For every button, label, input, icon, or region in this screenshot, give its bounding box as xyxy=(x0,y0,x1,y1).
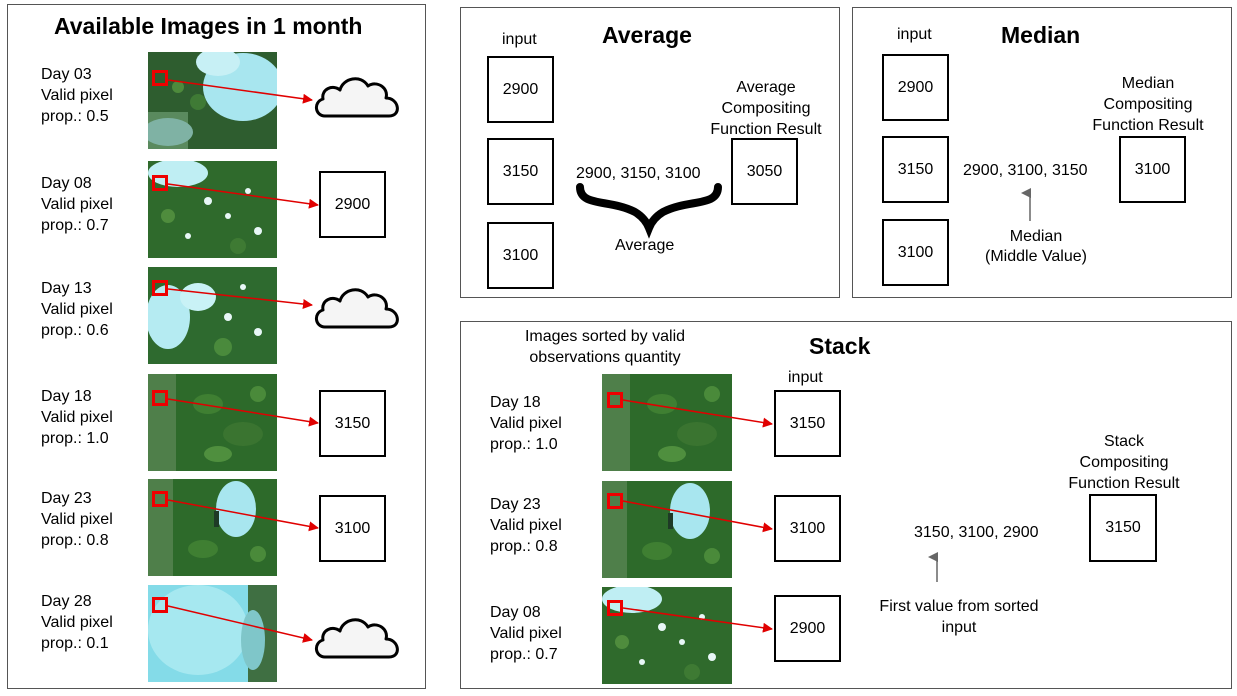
stack-result-box: 3150 xyxy=(1089,494,1157,562)
stack-result-label-1: Stack xyxy=(1103,433,1144,450)
average-result-label-1: Average xyxy=(736,79,796,96)
median-input-box-1: 2900 xyxy=(882,54,949,121)
average-title: Average xyxy=(602,22,692,48)
average-result-box: 3050 xyxy=(731,138,798,205)
sample-pixel-marker xyxy=(152,597,168,613)
day-label: Day 23 xyxy=(41,490,92,507)
sample-pixel-marker xyxy=(152,390,168,406)
median-result-label-1: Median xyxy=(1121,75,1175,92)
stack-first-note-2: input xyxy=(941,619,977,636)
stack-input-box-1: 3150 xyxy=(774,390,841,457)
average-input-box-1: 2900 xyxy=(487,56,554,123)
median-operation-label-1: Median xyxy=(1009,228,1063,245)
valid-pixel-label: Valid pixel xyxy=(41,614,113,631)
day-label: Day 03 xyxy=(41,66,92,83)
stack-sorted-note-2: observations quantity xyxy=(529,349,681,366)
stack-values-text: 3150, 3100, 2900 xyxy=(914,524,1039,541)
median-operation-label-2: (Middle Value) xyxy=(985,248,1087,265)
day-label: Day 23 xyxy=(490,496,541,513)
valid-pixel-label: Valid pixel xyxy=(41,87,113,104)
median-result-box: 3100 xyxy=(1119,136,1186,203)
sample-pixel-marker xyxy=(607,392,623,408)
left-value-box-day23: 3100 xyxy=(319,495,386,562)
prop-label: prop.: 1.0 xyxy=(490,436,558,453)
median-result-label-3: Function Result xyxy=(1092,117,1204,134)
prop-label: prop.: 0.8 xyxy=(41,532,109,549)
average-input-box-3: 3100 xyxy=(487,222,554,289)
valid-pixel-label: Valid pixel xyxy=(490,625,562,642)
sample-pixel-marker xyxy=(607,600,623,616)
valid-pixel-label: Valid pixel xyxy=(490,415,562,432)
stack-result-label-3: Function Result xyxy=(1068,475,1180,492)
sample-pixel-marker xyxy=(152,175,168,191)
day-label: Day 08 xyxy=(41,175,92,192)
left-value-box-day18: 3150 xyxy=(319,390,386,457)
stack-satellite-image-day18 xyxy=(602,374,732,471)
median-result-label-2: Compositing xyxy=(1103,96,1193,113)
median-input-label: input xyxy=(897,26,932,43)
stack-input-label: input xyxy=(788,369,823,386)
median-values-text: 2900, 3100, 3150 xyxy=(963,162,1088,179)
average-values-text: 2900, 3150, 3100 xyxy=(576,165,701,182)
median-title: Median xyxy=(1001,22,1081,48)
valid-pixel-label: Valid pixel xyxy=(41,196,113,213)
satellite-image-day03 xyxy=(148,52,277,149)
prop-label: prop.: 0.8 xyxy=(490,538,558,555)
valid-pixel-label: Valid pixel xyxy=(41,409,113,426)
stack-sorted-note-1: Images sorted by valid xyxy=(524,328,686,345)
day-label: Day 08 xyxy=(490,604,541,621)
stack-title: Stack xyxy=(809,333,871,359)
valid-pixel-label: Valid pixel xyxy=(41,301,113,318)
average-input-label: input xyxy=(502,31,537,48)
sample-pixel-marker xyxy=(607,493,623,509)
day-label: Day 18 xyxy=(41,388,92,405)
sample-pixel-marker xyxy=(152,280,168,296)
valid-pixel-label: Valid pixel xyxy=(490,517,562,534)
median-input-box-3: 3100 xyxy=(882,219,949,286)
prop-label: prop.: 1.0 xyxy=(41,430,109,447)
average-result-label-3: Function Result xyxy=(710,121,822,138)
valid-pixel-label: Valid pixel xyxy=(41,511,113,528)
sample-pixel-marker xyxy=(152,491,168,507)
left-panel-title: Available Images in 1 month xyxy=(54,13,363,39)
day-label: Day 28 xyxy=(41,593,92,610)
stack-input-box-3: 2900 xyxy=(774,595,841,662)
satellite-image-day18 xyxy=(148,374,277,471)
median-input-box-2: 3150 xyxy=(882,136,949,203)
prop-label: prop.: 0.7 xyxy=(490,646,558,663)
average-operation-label: Average xyxy=(615,237,675,254)
day-label: Day 13 xyxy=(41,280,92,297)
stack-satellite-image-day08 xyxy=(602,587,732,684)
stack-result-label-2: Compositing xyxy=(1079,454,1169,471)
left-value-box-day08: 2900 xyxy=(319,171,386,238)
sample-pixel-marker xyxy=(152,70,168,86)
prop-label: prop.: 0.6 xyxy=(41,322,109,339)
prop-label: prop.: 0.1 xyxy=(41,635,109,652)
average-input-box-2: 3150 xyxy=(487,138,554,205)
prop-label: prop.: 0.5 xyxy=(41,108,109,125)
stack-input-box-2: 3100 xyxy=(774,495,841,562)
day-label: Day 18 xyxy=(490,394,541,411)
stack-first-note-1: First value from sorted xyxy=(879,598,1039,615)
average-result-label-2: Compositing xyxy=(721,100,811,117)
prop-label: prop.: 0.7 xyxy=(41,217,109,234)
